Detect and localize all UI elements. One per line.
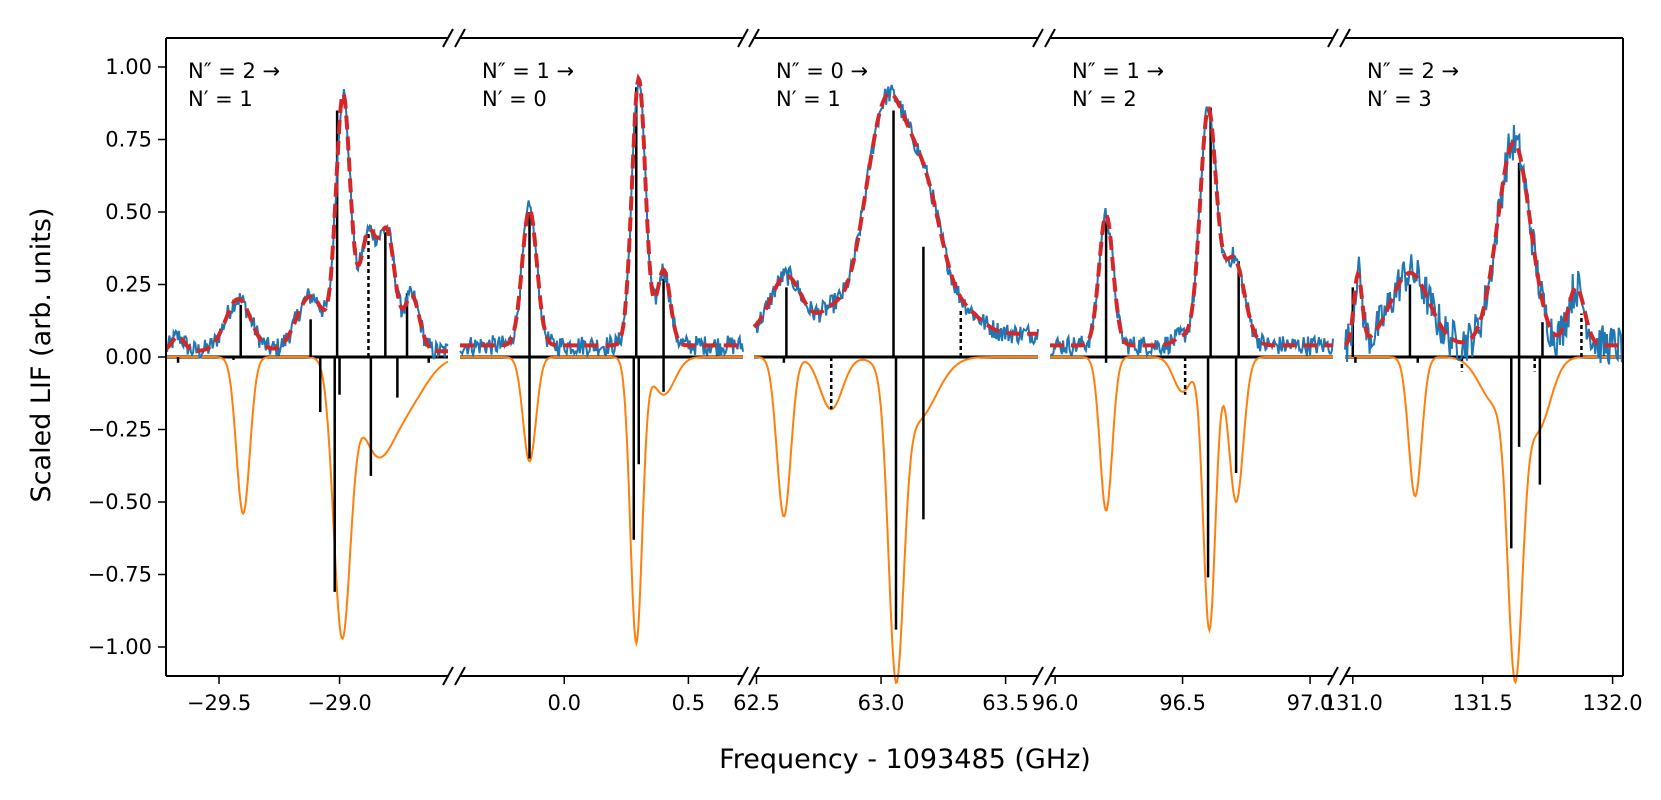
panel-transition-label: N′ = 1	[188, 87, 253, 111]
x-axis-label: Frequency - 1093485 (GHz)	[719, 744, 1091, 775]
x-tick-label: −29.5	[187, 691, 251, 715]
panel-3: N″ = 0 → N′ = 1	[752, 59, 1039, 685]
fit-curve	[1344, 140, 1623, 348]
x-tick-label: −29.0	[307, 691, 371, 715]
y-tick-label: −0.50	[88, 490, 152, 514]
panel-2: N″ = 1 → N′ = 0	[459, 59, 744, 647]
fit-curve	[752, 91, 1038, 336]
axis-break-marker	[454, 28, 466, 48]
simulated-curve	[460, 356, 743, 647]
simulated-curve	[754, 356, 1038, 685]
panel-transition-label: N″ = 1 →	[482, 59, 574, 83]
x-tick-label: 131.5	[1453, 691, 1513, 715]
measured-curve	[165, 88, 449, 360]
x-tick-label: 132.0	[1583, 691, 1643, 715]
y-axis-label: Scaled LIF (arb. units)	[26, 208, 57, 503]
y-tick-label: −0.75	[88, 563, 152, 587]
x-tick-label: 96.5	[1159, 691, 1206, 715]
axis-break-marker	[442, 666, 454, 686]
y-tick-label: −0.25	[88, 418, 152, 442]
panel-transition-label: N″ = 1 →	[1072, 59, 1164, 83]
panel-transition-label: N″ = 0 →	[776, 59, 868, 83]
y-tick-label: −1.00	[88, 635, 152, 659]
y-tick-label: 0.75	[105, 128, 152, 152]
y-tick-label: 0.50	[105, 200, 152, 224]
measured-curve	[1344, 125, 1624, 365]
axis-break-marker	[454, 666, 466, 686]
measured-curve	[459, 77, 744, 360]
x-tick-label: 63.5	[982, 691, 1029, 715]
axis-break-marker	[442, 28, 454, 48]
axis-break-marker	[737, 28, 749, 48]
x-tick-label: 0.5	[672, 691, 705, 715]
x-tick-label: 131.0	[1323, 691, 1383, 715]
axis-break-marker	[1032, 28, 1044, 48]
x-tick-label: 62.5	[733, 691, 780, 715]
x-tick-label: 0.0	[548, 691, 581, 715]
axis-break-marker	[748, 666, 760, 686]
y-tick-label: 0.25	[105, 273, 152, 297]
x-tick-label: 97.0	[1287, 691, 1334, 715]
panel-1: N″ = 2 → N′ = 1	[164, 59, 449, 640]
panel-transition-label: N′ = 0	[482, 87, 547, 111]
panel-transition-label: N″ = 2 →	[188, 59, 280, 83]
panel-5: N″ = 2 → N′ = 3	[1344, 59, 1624, 685]
axis-break-marker	[1339, 666, 1351, 686]
axis-break-marker	[1044, 666, 1056, 686]
panel-4: N″ = 1 → N′ = 2	[1049, 59, 1334, 634]
axis-break-marker	[748, 28, 760, 48]
simulated-curve	[1050, 356, 1333, 634]
x-tick-label: 96.0	[1032, 691, 1079, 715]
fit-curve	[460, 73, 743, 348]
fit-curve	[164, 90, 448, 354]
axis-break-marker	[1044, 28, 1056, 48]
simulated-curve	[1345, 356, 1623, 685]
axis-break-marker	[737, 666, 749, 686]
fit-curve	[1050, 106, 1333, 348]
axis-break-marker	[1327, 666, 1339, 686]
panel-transition-label: N′ = 2	[1072, 87, 1137, 111]
axis-break-marker	[1339, 28, 1351, 48]
panel-transition-label: N′ = 3	[1367, 87, 1432, 111]
plot-area: N″ = 2 → N′ = 1 N″ = 1 → N′ = 0 N″ = 0 → N′ =…	[164, 59, 1624, 685]
axis-break-marker	[1327, 28, 1339, 48]
y-tick-label: 0.00	[105, 345, 152, 369]
panel-transition-label: N″ = 2 →	[1367, 59, 1459, 83]
x-tick-label: 63.0	[858, 691, 905, 715]
simulated-curve	[166, 356, 449, 640]
axis-break-marker	[1032, 666, 1044, 686]
y-tick-label: 1.00	[105, 55, 152, 79]
measured-curve	[753, 84, 1039, 346]
axes: −29.5 −29.0 0.0 0.5 62.5 63.0 63.5 96.0 96.5 97.0…	[88, 28, 1643, 715]
panel-transition-label: N′ = 1	[776, 87, 841, 111]
